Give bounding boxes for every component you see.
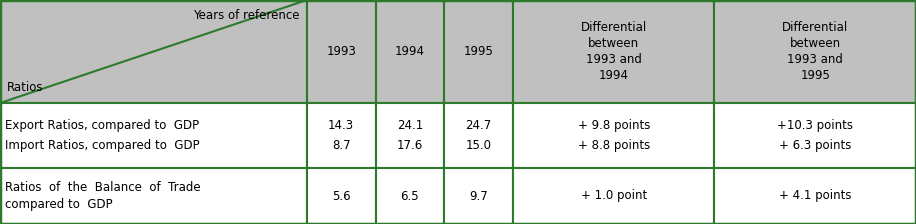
Text: + 8.8 points: + 8.8 points <box>578 139 649 152</box>
Text: + 4.1 points: + 4.1 points <box>779 190 852 202</box>
Bar <box>376 168 444 224</box>
Text: 15.0: 15.0 <box>465 139 492 152</box>
Text: Years of reference: Years of reference <box>193 9 300 22</box>
Text: + 9.8 points: + 9.8 points <box>577 119 650 132</box>
Bar <box>714 168 916 224</box>
Bar <box>307 103 376 168</box>
Text: + 6.3 points: + 6.3 points <box>779 139 852 152</box>
Text: 17.6: 17.6 <box>397 139 423 152</box>
Bar <box>714 0 916 103</box>
Text: Ratios  of  the  Balance  of  Trade: Ratios of the Balance of Trade <box>5 181 202 194</box>
Text: Export Ratios, compared to  GDP: Export Ratios, compared to GDP <box>5 119 200 132</box>
Bar <box>513 103 714 168</box>
Text: +10.3 points: +10.3 points <box>778 119 853 132</box>
Bar <box>444 0 513 103</box>
Text: 8.7: 8.7 <box>332 139 351 152</box>
Bar <box>444 103 513 168</box>
Bar <box>307 0 376 103</box>
Text: 1993: 1993 <box>326 45 356 58</box>
Text: Import Ratios, compared to  GDP: Import Ratios, compared to GDP <box>5 139 200 152</box>
Text: Differential
between
1993 and
1994: Differential between 1993 and 1994 <box>581 21 647 82</box>
Text: 1995: 1995 <box>463 45 494 58</box>
Bar <box>307 168 376 224</box>
Bar <box>0 0 307 103</box>
Bar <box>376 103 444 168</box>
Bar <box>714 103 916 168</box>
Text: 6.5: 6.5 <box>400 190 420 202</box>
Bar <box>0 168 307 224</box>
Text: compared to  GDP: compared to GDP <box>5 198 113 211</box>
Text: 5.6: 5.6 <box>332 190 351 202</box>
Text: 14.3: 14.3 <box>328 119 354 132</box>
Bar <box>0 103 307 168</box>
Bar <box>444 168 513 224</box>
Text: 24.1: 24.1 <box>397 119 423 132</box>
Bar <box>513 0 714 103</box>
Text: Ratios: Ratios <box>7 81 44 94</box>
Text: 24.7: 24.7 <box>465 119 492 132</box>
Text: 9.7: 9.7 <box>469 190 488 202</box>
Bar <box>513 168 714 224</box>
Text: 1994: 1994 <box>395 45 425 58</box>
Text: + 1.0 point: + 1.0 point <box>581 190 647 202</box>
Text: Differential
between
1993 and
1995: Differential between 1993 and 1995 <box>782 21 848 82</box>
Bar <box>376 0 444 103</box>
